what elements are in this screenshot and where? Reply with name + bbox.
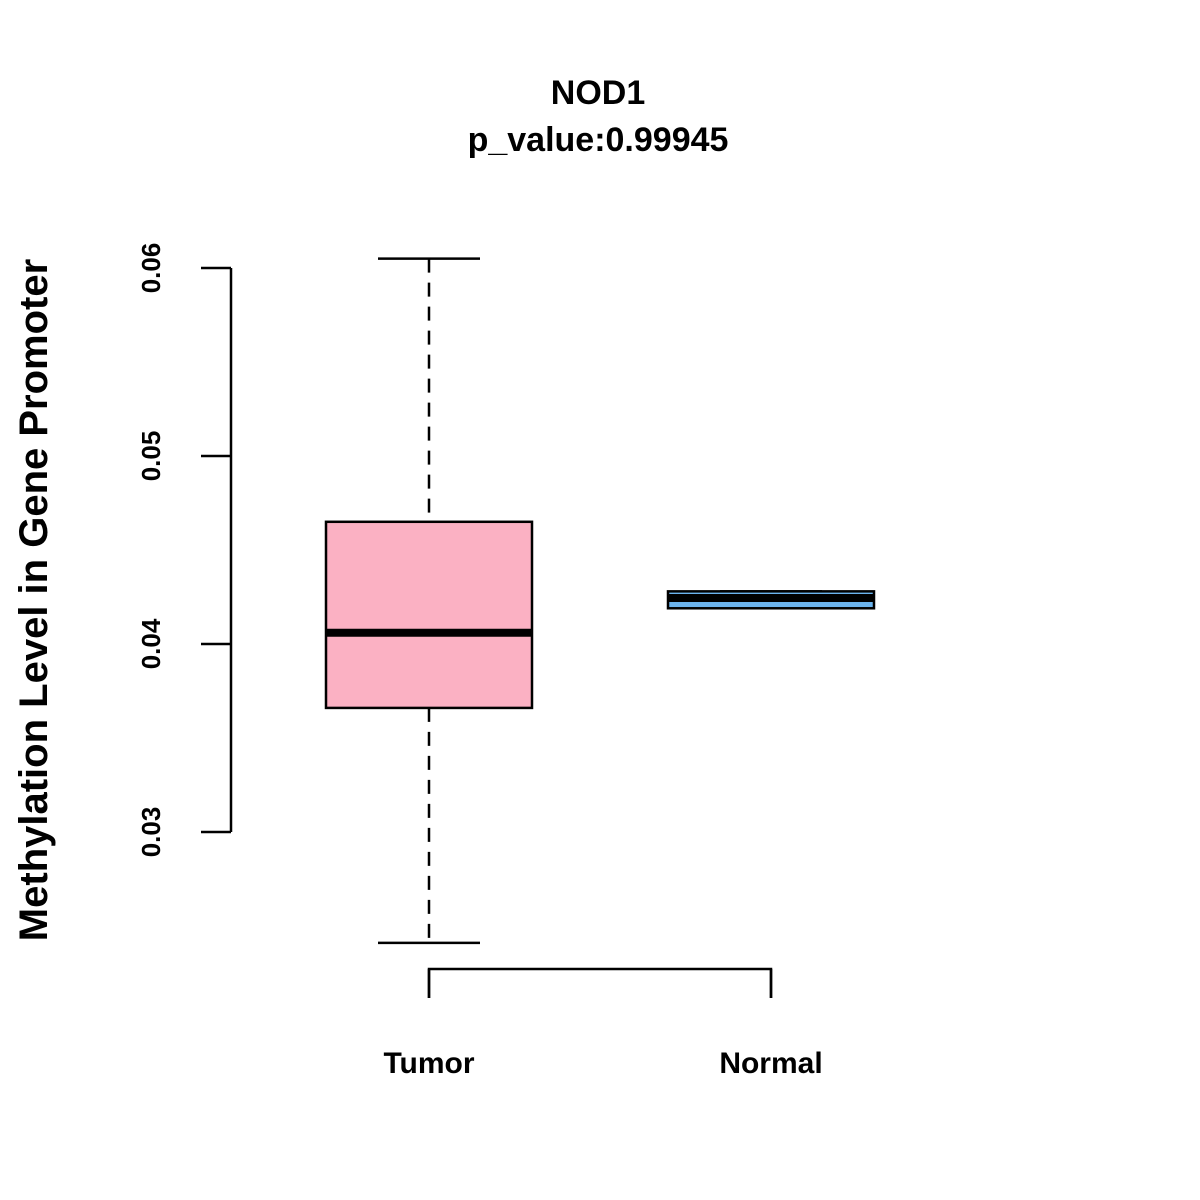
y-tick-label: 0.06: [136, 243, 166, 294]
boxes: [324, 257, 876, 945]
x-axis: Tumor Normal: [383, 967, 823, 1080]
x-tick-label-tumor: Tumor: [383, 1047, 474, 1080]
chart-title: NOD1: [551, 74, 645, 112]
x-tick-label-normal: Normal: [719, 1047, 822, 1080]
y-tick-label: 0.04: [136, 618, 166, 669]
chart-subtitle: p_value:0.99945: [468, 121, 729, 159]
y-tick-label: 0.05: [136, 431, 166, 482]
x-axis-line: [427, 967, 773, 998]
box-tumor: [324, 257, 534, 945]
y-axis-label: Methylation Level in Gene Promoter: [12, 259, 56, 941]
iqr-box: [324, 520, 534, 710]
y-tick-label: 0.03: [136, 807, 166, 858]
box-normal: [666, 590, 876, 610]
y-axis: 0.03 0.04 0.05 0.06: [136, 243, 233, 858]
